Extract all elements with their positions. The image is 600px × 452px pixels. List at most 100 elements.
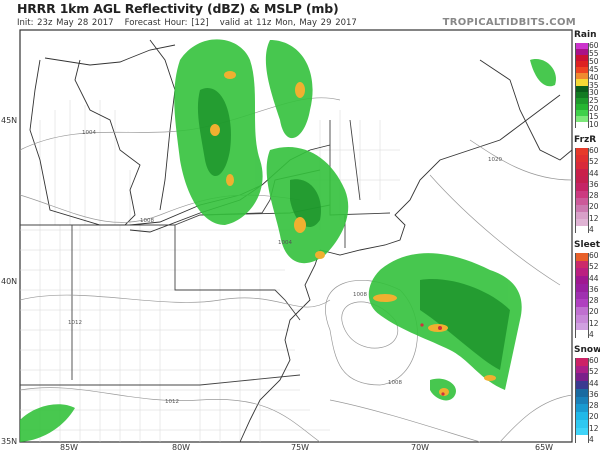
legend-swatch: [575, 121, 589, 129]
legend-swatch: [575, 49, 589, 56]
legend-swatch: [575, 260, 589, 269]
legend-tick: 44: [589, 378, 599, 388]
isobar-label: 1008: [140, 218, 154, 224]
forecast-hour: Forecast Hour: [12]: [124, 18, 209, 28]
legend-swatch: [575, 43, 589, 50]
legend-tick: 44: [589, 168, 599, 178]
legend-swatch: [575, 190, 589, 198]
legend-tick: 36: [589, 389, 599, 399]
legend-tick: 12: [589, 423, 599, 433]
legend-tick: 20: [589, 307, 599, 317]
legend-tick: 36: [589, 284, 599, 294]
legend-swatch: [575, 388, 589, 397]
legend-swatch: [575, 314, 589, 323]
legend-swatch: [575, 435, 589, 444]
isobar-label: 1004: [82, 130, 96, 136]
legend-tick: 52: [589, 157, 599, 167]
legend-tick: 12: [589, 318, 599, 328]
legend-tick: 60: [589, 356, 599, 365]
legend-swatch: [575, 115, 589, 123]
precipitation-heavy: [210, 71, 496, 396]
county-grid: [20, 100, 400, 442]
lon-label: 80W: [172, 443, 191, 452]
legend-swatch: [575, 109, 589, 117]
legend-tick: 45: [589, 64, 599, 74]
legend-swatch: [575, 218, 589, 227]
legend-swatch: [575, 97, 589, 104]
legend-tick: 50: [589, 56, 599, 66]
legend-title-rain: Rain: [574, 30, 597, 40]
legend-swatch: [575, 373, 589, 382]
init-time: Init: 23z May 28 2017: [17, 18, 114, 28]
legend-tick: 28: [589, 191, 599, 201]
legend-swatch: [575, 419, 589, 428]
legend-swatch: [575, 225, 589, 234]
legend-tick: 10: [589, 120, 599, 129]
legend-tick: 52: [589, 262, 599, 272]
legend-tick: 28: [589, 296, 599, 306]
legend-tick: 30: [589, 88, 599, 98]
map-subtitle: Init: 23z May 28 2017 Forecast Hour: [12…: [17, 18, 357, 28]
legend-swatch: [575, 183, 589, 191]
legend-tick: 36: [589, 179, 599, 189]
lon-label: 85W: [60, 443, 79, 452]
legend-swatch: [575, 253, 589, 262]
legend-swatch: [575, 211, 589, 220]
legend-swatch: [575, 85, 589, 92]
legend-swatch: [575, 55, 589, 62]
legend-swatch: [575, 322, 589, 331]
legend-swatch: [575, 204, 589, 213]
legend-swatch: [575, 358, 589, 367]
legend-tick: 15: [589, 112, 599, 122]
isobar-label: 1012: [68, 320, 82, 326]
legend-swatch: [575, 148, 589, 156]
legend-title-frzr: FrzR: [574, 135, 597, 145]
legend-swatch: [575, 427, 589, 436]
legend-tick: 12: [589, 213, 599, 223]
legend-swatch: [575, 412, 589, 421]
legend-tick: 60: [589, 41, 599, 50]
lat-label: 35N: [1, 437, 18, 446]
legend-swatch: [575, 169, 589, 177]
legend-swatch: [575, 91, 589, 98]
lon-label: 65W: [535, 443, 554, 452]
map-title: HRRR 1km AGL Reflectivity (dBZ) & MSLP (…: [17, 1, 339, 16]
legend-swatch: [575, 162, 589, 170]
legend-tick: 60: [589, 251, 599, 260]
isobar-labels: 1004 1008 1008 1008 1012 1012 1020 1004: [68, 130, 502, 405]
legend-swatch: [575, 79, 589, 86]
isobar-label: 1008: [388, 380, 402, 386]
valid-time: valid at 11z Mon, May 29 2017: [219, 18, 357, 28]
legend-tick: 25: [589, 96, 599, 106]
legend-swatch: [575, 103, 589, 111]
isobar-label: 1008: [353, 292, 367, 298]
legend-tick: 20: [589, 104, 599, 114]
legend-tick: 55: [589, 48, 599, 58]
coastlines: [29, 39, 573, 443]
legend-swatch: [575, 276, 589, 285]
legend-tick: 60: [589, 146, 599, 155]
legend-swatch: [575, 396, 589, 405]
legend-swatch: [575, 299, 589, 308]
legend-swatch: [575, 307, 589, 316]
legend-swatch: [575, 176, 589, 184]
legend-tick: 4: [589, 435, 594, 444]
lat-label: 40N: [1, 277, 18, 286]
precipitation-darkgreen: [197, 88, 510, 370]
legend-swatch: [575, 291, 589, 300]
legend-tick: 4: [589, 330, 594, 339]
legend-swatch: [575, 197, 589, 205]
legend-swatch: [575, 268, 589, 277]
legend-swatch: [575, 404, 589, 413]
legend-swatch: [575, 73, 589, 80]
isobar-label: 1012: [165, 399, 179, 405]
legend-swatch: [575, 330, 589, 339]
isobar-label: 1020: [488, 157, 502, 163]
legend-tick: 20: [589, 412, 599, 422]
lon-label: 70W: [411, 443, 430, 452]
legend-tick: 28: [589, 401, 599, 411]
legend-tick: 44: [589, 273, 599, 283]
legend-swatch: [575, 155, 589, 163]
